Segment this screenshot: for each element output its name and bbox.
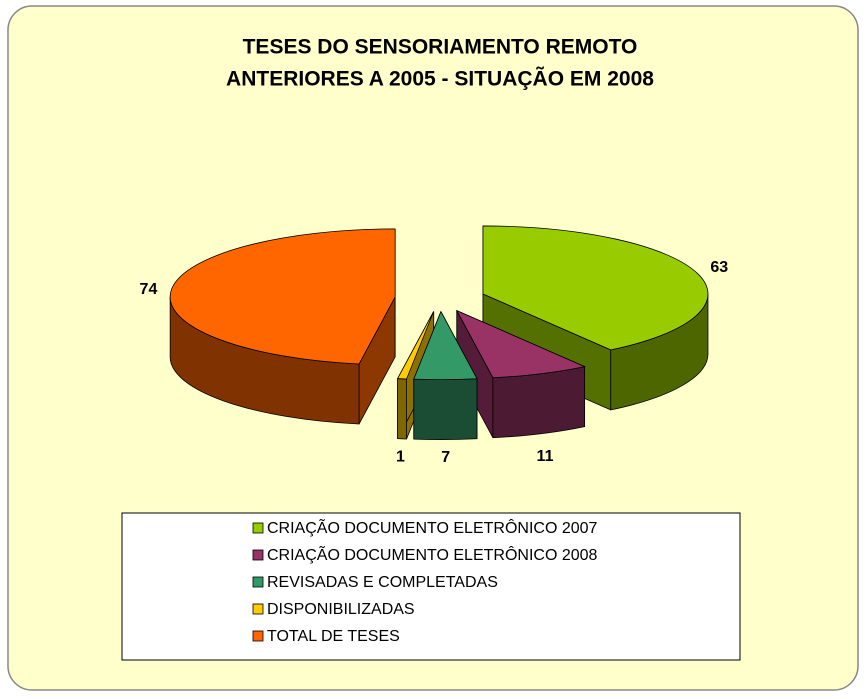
legend [121, 512, 741, 661]
legend-swatch [252, 630, 264, 642]
slice-wall [397, 378, 407, 440]
legend-swatch [252, 576, 264, 588]
chart-title: ANTERIORES A 2005 - SITUAÇÃO EM 2008 [226, 68, 654, 91]
slice-wall [413, 378, 478, 440]
legend-label: DISPONIBILIZADAS [267, 601, 415, 618]
pie [169, 225, 709, 440]
slice [396, 311, 435, 380]
data-label: 74 [140, 281, 158, 298]
slice [413, 310, 478, 380]
slice [482, 225, 709, 351]
legend-label: REVISADAS E COMPLETADAS [267, 574, 498, 591]
legend-swatch [252, 549, 264, 561]
chart-title: TESES DO SENSORIAMENTO REMOTO [243, 36, 638, 59]
data-label: 11 [537, 448, 554, 465]
legend-swatch [252, 603, 264, 615]
legend-label: CRIAÇÃO DOCUMENTO ELETRÔNICO 2008 [267, 544, 598, 564]
legend-label: TOTAL DE TESES [267, 628, 400, 645]
legend-swatch [252, 522, 264, 534]
slice [169, 228, 396, 365]
data-label: 7 [441, 449, 450, 466]
legend-label: CRIAÇÃO DOCUMENTO ELETRÔNICO 2007 [267, 517, 598, 537]
slice [455, 309, 586, 379]
data-label: 1 [396, 449, 405, 466]
data-label: 63 [710, 259, 728, 276]
